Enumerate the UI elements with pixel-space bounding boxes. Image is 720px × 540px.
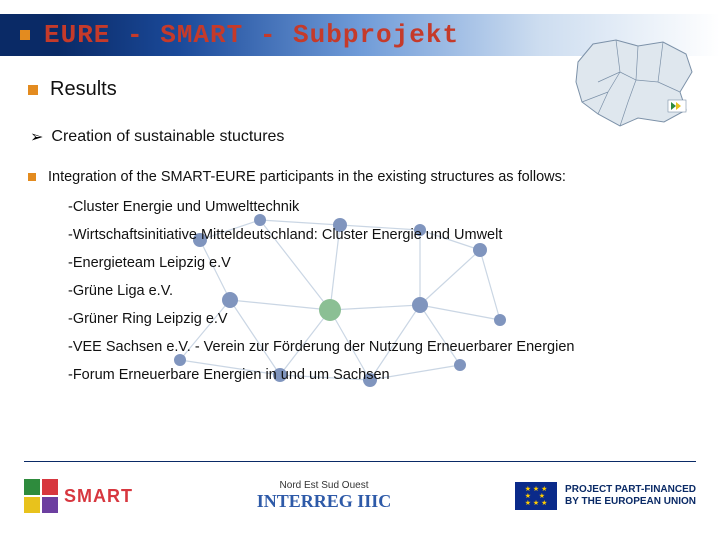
- eu-line2: BY THE EUROPEAN UNION: [565, 496, 696, 508]
- eu-text: PROJECT PART-FINANCED BY THE EUROPEAN UN…: [565, 484, 696, 508]
- results-heading: Results: [50, 78, 117, 101]
- list-item: -Wirtschaftsinitiative Mitteldeutschland…: [68, 227, 692, 243]
- list-item: -VEE Sachsen e.V. - Verein zur Förderung…: [68, 339, 692, 355]
- page-title: EURE - SMART - Subprojekt: [44, 20, 459, 50]
- eu-line1: PROJECT PART-FINANCED: [565, 484, 696, 496]
- content-area: Results ➢ Creation of sustainable stuctu…: [28, 78, 692, 395]
- section-heading: Results: [28, 78, 692, 101]
- integration-text: Integration of the SMART-EURE participan…: [48, 169, 566, 185]
- footer-divider: [24, 461, 696, 462]
- list-item: -Grüne Liga e.V.: [68, 283, 692, 299]
- item-list: -Cluster Energie und Umwelttechnik -Wirt…: [68, 199, 692, 383]
- interreg-main-text: INTERREG IIIC: [257, 491, 392, 512]
- list-item: -Grüner Ring Leipzig e.V: [68, 311, 692, 327]
- list-item: -Forum Erneuerbare Energien in und um Sa…: [68, 367, 692, 383]
- interreg-top-text: Nord Est Sud Ouest: [257, 480, 392, 491]
- title-bullet-icon: [20, 30, 30, 40]
- integration-row: Integration of the SMART-EURE participan…: [28, 169, 692, 185]
- footer-logos: SMART Nord Est Sud Ouest INTERREG IIIC ★…: [24, 470, 696, 522]
- smart-logo-text: SMART: [64, 486, 133, 507]
- eu-logo: ★ ★ ★★ ★★ ★ ★ PROJECT PART-FINANCED BY T…: [515, 482, 696, 510]
- eu-flag-icon: ★ ★ ★★ ★★ ★ ★: [515, 482, 557, 510]
- interreg-logo: Nord Est Sud Ouest INTERREG IIIC: [257, 480, 392, 512]
- arrow-icon: ➢: [30, 127, 43, 147]
- subheading-text: Creation of sustainable stuctures: [51, 128, 284, 146]
- bullet-icon: [28, 173, 36, 181]
- smart-squares-icon: [24, 479, 58, 513]
- list-item: -Energieteam Leipzig e.V: [68, 255, 692, 271]
- smart-logo: SMART: [24, 479, 133, 513]
- subheading-row: ➢ Creation of sustainable stuctures: [30, 127, 692, 147]
- list-item: -Cluster Energie und Umwelttechnik: [68, 199, 692, 215]
- bullet-icon: [28, 85, 38, 95]
